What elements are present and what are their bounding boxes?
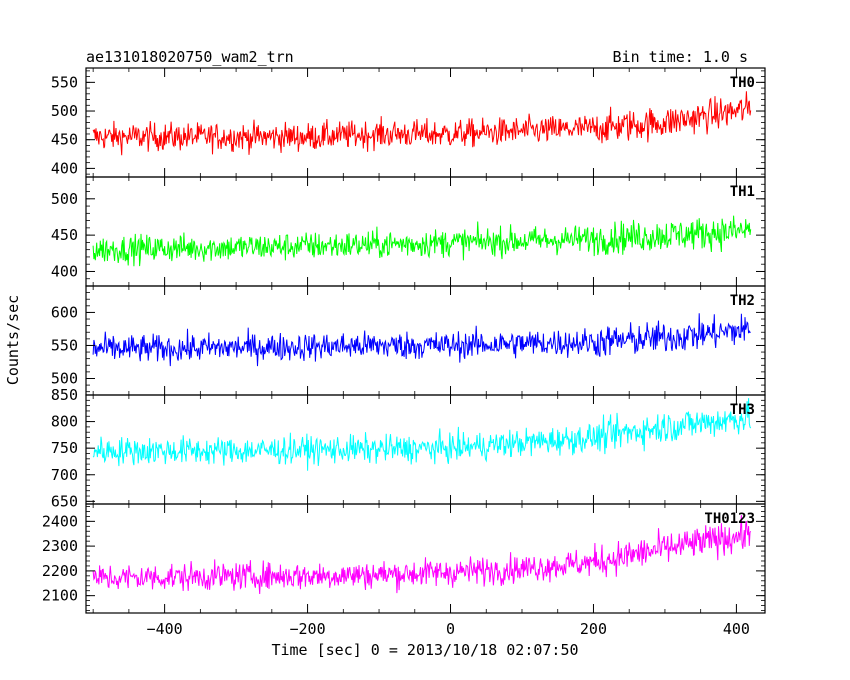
x-axis-label: Time [sec] 0 = 2013/10/18 02:07:50 [271,641,578,659]
panels: 400 450 500 550 TH0 400 450 500 TH1 500 550 600 TH2 6… [42,67,766,638]
y-axis-label: Counts/sec [4,295,22,385]
series-line-th1 [92,215,752,267]
panel-label-th3: TH3 [730,402,755,418]
x-tick-label: 200 [580,620,607,638]
y-tick-label: 800 [51,413,78,431]
y-tick-label: 500 [51,190,78,208]
series-line-th0123 [92,515,752,595]
panel-th0: 400 450 500 550 TH0 [51,67,766,178]
series-line-th0 [92,91,752,156]
panel-th1: 400 450 500 TH1 [51,176,766,287]
panel-label-th2: TH2 [730,293,755,309]
panel-th3: 650 700 750 800 850 TH3 [51,386,766,510]
y-tick-label: 550 [51,336,78,354]
y-tick-label: 2300 [42,537,78,555]
panel-label-th1: TH1 [730,184,755,200]
series-line-th3 [92,398,752,471]
y-tick-label: 450 [51,226,78,244]
panel-th0123: 2100 2200 2300 2400 TH0123 −400 −200 0 200 400 [42,503,766,638]
panel-th2: 500 550 600 TH2 [51,285,766,396]
y-tick-label: 400 [51,159,78,177]
x-tick-label: −200 [290,620,326,638]
y-tick-label: 400 [51,262,78,280]
bin-time-label: Bin time: 1.0 s [613,48,748,66]
y-tick-label: 650 [51,492,78,510]
panel-label-th0: TH0 [730,75,755,91]
x-tick-label: −400 [147,620,183,638]
y-tick-label: 500 [51,369,78,387]
x-tick-label: 400 [723,620,750,638]
y-tick-label: 2400 [42,512,78,530]
panel-label-th0123: TH0123 [704,511,755,527]
x-tick-label: 0 [446,620,455,638]
series-line-th2 [92,313,751,367]
y-tick-label: 600 [51,303,78,321]
y-tick-label: 2200 [42,562,78,580]
y-tick-label: 850 [51,386,78,404]
figure-title: ae131018020750_wam2_trn [86,48,294,66]
y-tick-label: 450 [51,131,78,149]
panel-frame [85,176,766,287]
y-tick-label: 500 [51,102,78,120]
y-tick-label: 750 [51,439,78,457]
y-tick-label: 700 [51,466,78,484]
y-tick-label: 550 [51,73,78,91]
y-tick-label: 2100 [42,587,78,605]
panel-frame [85,503,766,614]
